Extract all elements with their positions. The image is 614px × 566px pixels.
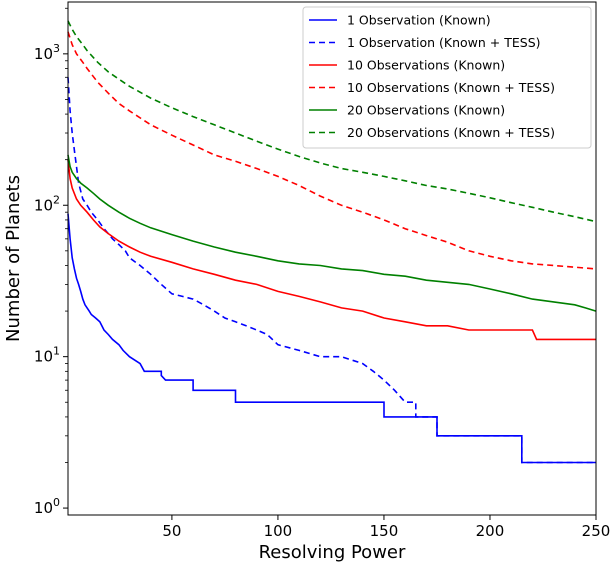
x-tick-label: 50 bbox=[162, 522, 181, 540]
legend-box bbox=[302, 6, 592, 149]
plot-frame bbox=[67, 1, 597, 516]
y-tick-label: 101 bbox=[34, 345, 60, 366]
legend-label-6: 20 Observations (Known + TESS) bbox=[347, 125, 555, 140]
series-line-2 bbox=[67, 77, 596, 464]
y-axis-label: Number of Planets bbox=[3, 175, 24, 342]
y-tick-base: 10 bbox=[34, 45, 53, 63]
y-tick-label: 100 bbox=[34, 496, 60, 517]
legend-label-4: 10 Observations (Known + TESS) bbox=[347, 80, 555, 95]
series-line-6 bbox=[67, 20, 597, 223]
legend-label-2: 1 Observation (Known + TESS) bbox=[347, 35, 541, 50]
y-tick-base: 10 bbox=[34, 196, 53, 214]
y-tick-base: 10 bbox=[34, 348, 53, 366]
series-line-3 bbox=[67, 159, 596, 341]
y-tick-exponent: 1 bbox=[53, 345, 60, 358]
x-axis-label: Resolving Power bbox=[259, 542, 406, 563]
x-tick-label: 250 bbox=[582, 522, 611, 540]
y-tick-label: 102 bbox=[34, 193, 60, 214]
y-tick-label: 103 bbox=[34, 42, 60, 63]
legend-label-3: 10 Observations (Known) bbox=[347, 58, 505, 73]
y-tick-base: 10 bbox=[34, 499, 53, 517]
y-tick-exponent: 2 bbox=[53, 193, 60, 206]
legend-label-5: 20 Observations (Known) bbox=[347, 103, 505, 118]
series-line-4 bbox=[67, 31, 597, 270]
y-tick-exponent: 0 bbox=[53, 496, 60, 509]
x-tick-label: 100 bbox=[264, 522, 293, 540]
x-tick-label: 200 bbox=[476, 522, 505, 540]
series-line-1 bbox=[67, 213, 596, 464]
legend: 1 Observation (Known) 1 Observation (Know… bbox=[302, 6, 592, 149]
legend-label-1: 1 Observation (Known) bbox=[347, 13, 491, 28]
series-layer bbox=[67, 20, 597, 464]
series-line-5 bbox=[67, 154, 597, 312]
y-tick-exponent: 3 bbox=[53, 42, 60, 55]
x-tick-label: 150 bbox=[370, 522, 399, 540]
